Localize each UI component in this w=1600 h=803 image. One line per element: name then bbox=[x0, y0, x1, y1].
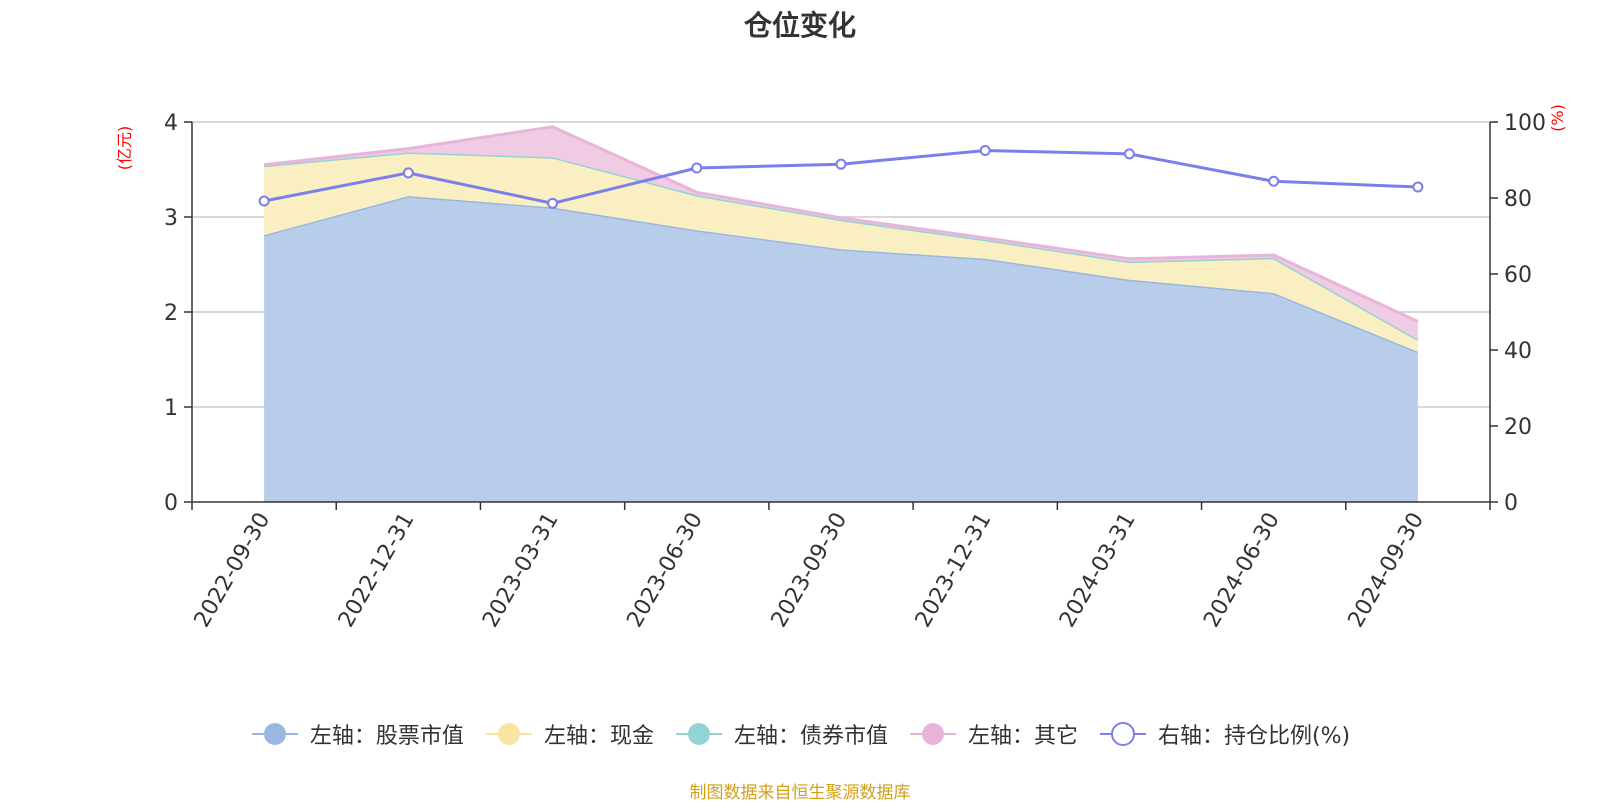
x-axis-tick-label: 2023-06-30 bbox=[622, 509, 708, 632]
legend: 左轴：股票市值 左轴：现金 左轴：债券市值 左轴：其它 右轴：持仓比例(%) bbox=[0, 718, 1600, 750]
line-point bbox=[1412, 181, 1424, 193]
legend-item[interactable]: 左轴：其它 bbox=[908, 718, 1078, 750]
x-axis-tick-label: 2022-09-30 bbox=[190, 509, 276, 632]
axes bbox=[184, 121, 1498, 510]
right-axis-tick-label: 60 bbox=[1504, 263, 1532, 288]
legend-item[interactable]: 左轴：股票市值 bbox=[250, 718, 464, 750]
left-axis-tick-label: 2 bbox=[164, 301, 178, 326]
right-axis-unit-label: (%) bbox=[1548, 104, 1567, 132]
legend-label: 右轴：持仓比例(%) bbox=[1157, 724, 1351, 749]
legend-label: 左轴：债券市值 bbox=[733, 724, 888, 749]
right-axis-tick-label: 20 bbox=[1504, 415, 1532, 440]
chart-title: 仓位变化 bbox=[743, 9, 856, 42]
legend-swatch bbox=[251, 723, 298, 745]
legend-swatch bbox=[675, 723, 722, 745]
source-note: 制图数据来自恒生聚源数据库 bbox=[689, 783, 911, 803]
line-point bbox=[547, 197, 559, 209]
legend-swatch bbox=[909, 723, 956, 745]
legend-item[interactable]: 左轴：现金 bbox=[484, 718, 654, 750]
line-point bbox=[1123, 148, 1135, 160]
line-point bbox=[258, 195, 270, 207]
right-axis-tick-label: 80 bbox=[1504, 187, 1532, 212]
x-axis-tick-label: 2024-06-30 bbox=[1199, 509, 1285, 632]
area-fill-0 bbox=[264, 196, 1418, 502]
x-axis-tick-label: 2023-12-31 bbox=[911, 508, 997, 631]
legend-label: 左轴：现金 bbox=[543, 724, 654, 749]
left-axis-tick-label: 4 bbox=[164, 111, 178, 136]
x-axis-tick-label: 2024-09-30 bbox=[1344, 509, 1430, 632]
area-series bbox=[263, 125, 1419, 502]
line-series bbox=[258, 145, 1424, 209]
area-line-3 bbox=[263, 125, 1419, 323]
legend-item[interactable]: 右轴：持仓比例(%) bbox=[1098, 718, 1350, 750]
legend-label: 左轴：股票市值 bbox=[309, 724, 464, 749]
line-point bbox=[691, 162, 703, 174]
line-point bbox=[402, 167, 414, 179]
line-point bbox=[835, 158, 847, 170]
line-point bbox=[1268, 175, 1280, 187]
x-axis-tick-label: 2024-03-31 bbox=[1055, 509, 1141, 632]
right-axis-tick-label: 100 bbox=[1504, 111, 1546, 136]
right-axis-tick-label: 40 bbox=[1504, 339, 1532, 364]
left-axis-tick-label: 0 bbox=[164, 491, 178, 516]
left-axis-tick-label: 1 bbox=[164, 396, 178, 421]
legend-item[interactable]: 左轴：债券市值 bbox=[674, 718, 888, 750]
left-axis-unit-label: (亿元) bbox=[115, 126, 134, 171]
left-axis-tick-label: 3 bbox=[164, 206, 178, 231]
legend-label: 左轴：其它 bbox=[967, 724, 1078, 749]
legend-swatch bbox=[485, 723, 532, 745]
x-axis-tick-label: 2023-03-31 bbox=[478, 509, 564, 632]
x-axis-tick-label: 2022-12-31 bbox=[334, 509, 420, 632]
right-axis-tick-label: 0 bbox=[1504, 491, 1518, 516]
line-point bbox=[979, 145, 991, 156]
x-axis-tick-label: 2023-09-30 bbox=[767, 509, 853, 632]
legend-swatch bbox=[1099, 722, 1146, 746]
